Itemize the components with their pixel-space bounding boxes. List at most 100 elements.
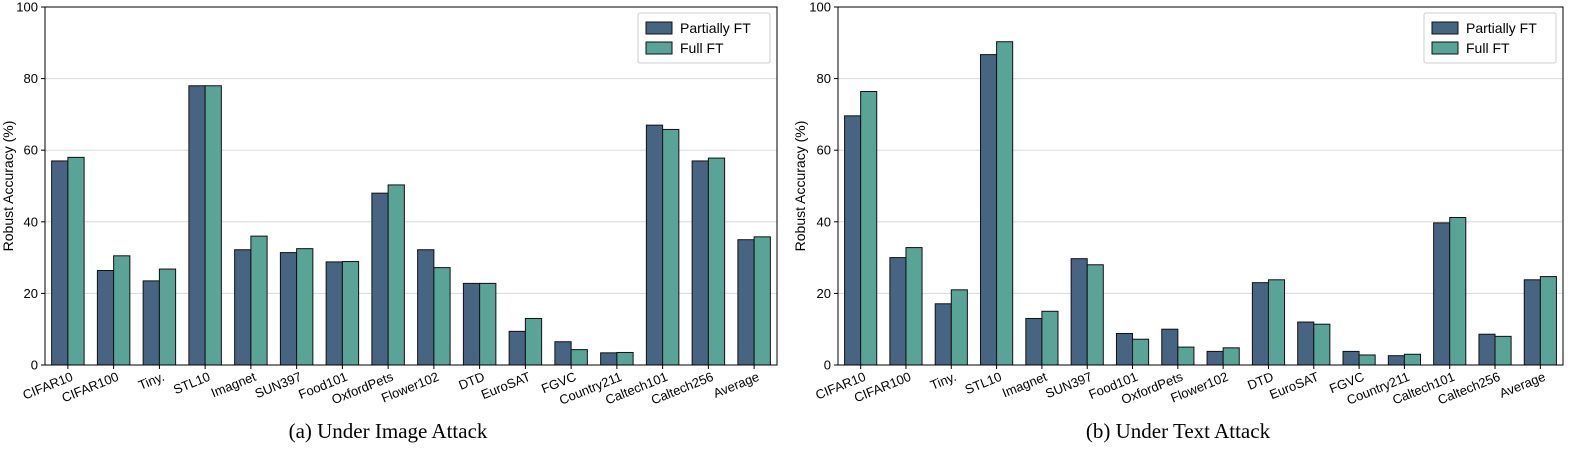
- bar-full-ft: [1041, 310, 1059, 366]
- bar-full-ft: [1086, 264, 1104, 366]
- plot-frame: [44, 6, 778, 366]
- x-tick-label: SUN397: [1043, 369, 1094, 401]
- bar-full-ft: [1177, 346, 1195, 366]
- bar-partially-ft: [1070, 258, 1088, 366]
- bar-partially-ft: [645, 124, 664, 366]
- x-tick-label: Tiny.: [928, 369, 958, 393]
- bar-full-ft: [67, 156, 85, 366]
- bar-partially-ft: [462, 282, 481, 366]
- bar-full-ft: [570, 349, 588, 366]
- x-tick-label: EuroSAT: [479, 369, 533, 402]
- bar-full-ft: [950, 289, 968, 366]
- y-tick-label: 100: [809, 0, 831, 15]
- bar-full-ft: [387, 184, 405, 366]
- legend: Partially FT Full FT: [1423, 12, 1557, 64]
- x-tick-label: STL10: [171, 369, 212, 397]
- y-tick-label: 20: [24, 286, 38, 301]
- y-axis-label: Robust Accuracy (%): [0, 121, 16, 252]
- bar-partially-ft: [554, 341, 572, 366]
- bar-full-ft: [250, 235, 268, 366]
- figure-caption: (a) Under Image Attack: [289, 419, 488, 443]
- y-tick-label: 0: [31, 358, 38, 373]
- legend-label: Partially FT: [1466, 20, 1537, 36]
- bar-full-ft: [1132, 338, 1150, 366]
- bar-partially-ft: [142, 280, 160, 366]
- legend-label: Partially FT: [680, 20, 751, 36]
- bar-partially-ft: [600, 352, 618, 366]
- bar-partially-ft: [1297, 321, 1315, 366]
- bar-partially-ft: [508, 330, 526, 366]
- bar-full-ft: [996, 41, 1014, 366]
- bar-full-ft: [296, 248, 314, 366]
- y-tick-label: 80: [817, 71, 831, 86]
- legend-swatch: [645, 21, 673, 35]
- y-tick-label: 20: [817, 286, 831, 301]
- bar-full-ft: [1358, 354, 1376, 366]
- legend-label: Full FT: [680, 40, 724, 56]
- bar-full-ft: [905, 247, 923, 366]
- bar-partially-ft: [737, 239, 755, 366]
- bar-full-ft: [204, 85, 222, 366]
- bar-partially-ft: [934, 303, 952, 366]
- bar-full-ft: [479, 282, 497, 366]
- x-tick-label: Tiny.: [136, 369, 166, 393]
- y-tick-label: 0: [824, 358, 831, 373]
- bar-partially-ft: [1161, 328, 1179, 366]
- bar-full-ft: [707, 157, 726, 366]
- x-tick-label: STL10: [963, 369, 1004, 397]
- bar-partially-ft: [279, 252, 298, 366]
- bar-partially-ft: [1523, 279, 1541, 366]
- bar-full-ft: [1403, 353, 1421, 366]
- bar-full-ft: [158, 268, 177, 366]
- legend-swatch: [645, 41, 673, 55]
- bar-partially-ft: [371, 192, 389, 366]
- y-tick-label: 100: [16, 0, 38, 15]
- x-tick-label: Average: [711, 369, 761, 401]
- x-tick-label: SUN397: [253, 369, 304, 401]
- bar-full-ft: [753, 236, 771, 366]
- y-tick-label: 60: [817, 143, 831, 158]
- bar-partially-ft: [1115, 332, 1134, 366]
- bar-partially-ft: [51, 160, 69, 366]
- bar-partially-ft: [96, 269, 115, 366]
- y-tick-label: 40: [817, 214, 831, 229]
- bar-partially-ft: [1433, 222, 1451, 366]
- y-axis-label: Robust Accuracy (%): [792, 121, 808, 252]
- bar-full-ft: [113, 255, 131, 366]
- bar-full-ft: [662, 128, 680, 366]
- bar-partially-ft: [844, 115, 862, 366]
- bar-full-ft: [433, 267, 451, 366]
- y-tick-label: 60: [24, 143, 38, 158]
- bar-partially-ft: [188, 85, 206, 366]
- x-tick-label: Average: [1497, 369, 1547, 401]
- bar-full-ft: [1313, 323, 1331, 366]
- figure-caption: (b) Under Text Attack: [1086, 419, 1271, 443]
- bar-partially-ft: [325, 261, 343, 366]
- legend-swatch: [1431, 41, 1459, 55]
- bar-full-ft: [1267, 279, 1286, 366]
- bar-partially-ft: [417, 249, 435, 366]
- bar-partially-ft: [234, 249, 252, 366]
- bar-partially-ft: [1342, 350, 1360, 366]
- x-tick-label: Imagnet: [209, 369, 259, 401]
- bar-full-ft: [1449, 217, 1467, 366]
- bar-full-ft: [341, 261, 360, 366]
- y-tick-label: 80: [24, 71, 38, 86]
- bar-full-ft: [1539, 276, 1557, 366]
- bar-partially-ft: [1025, 317, 1043, 366]
- bar-full-ft: [524, 317, 543, 366]
- legend-label: Full FT: [1466, 40, 1510, 56]
- bar-partially-ft: [1478, 333, 1496, 366]
- x-tick-label: EuroSAT: [1267, 369, 1321, 402]
- y-tick-label: 40: [24, 214, 38, 229]
- bar-full-ft: [1494, 335, 1512, 366]
- bar-full-ft: [860, 90, 878, 366]
- bar-full-ft: [616, 351, 634, 366]
- legend-swatch: [1431, 21, 1459, 35]
- bar-full-ft: [1222, 347, 1240, 366]
- legend: Partially FT Full FT: [637, 12, 771, 64]
- bar-partially-ft: [1206, 350, 1224, 366]
